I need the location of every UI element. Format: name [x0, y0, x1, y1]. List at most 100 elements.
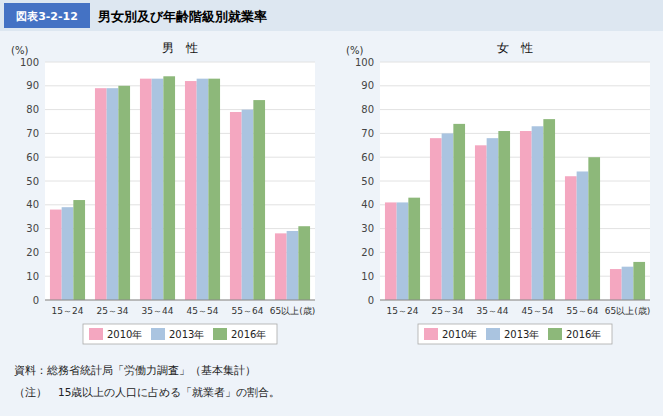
legend-frame — [83, 324, 277, 344]
grid-line — [380, 276, 650, 277]
bar — [298, 226, 310, 300]
bar — [163, 76, 175, 300]
legend: 2010年 2013年 2016年 — [418, 324, 612, 344]
legend-swatch — [548, 328, 562, 340]
bar — [385, 202, 397, 300]
y-tick-label: 30 — [361, 223, 374, 234]
y-tick-label: 20 — [26, 247, 39, 258]
bar — [408, 198, 420, 300]
legend-label: 2016年 — [231, 329, 266, 340]
y-tick-label: 70 — [26, 128, 39, 139]
grid-line — [45, 252, 315, 253]
x-axis-line — [45, 300, 315, 301]
x-tick-label: 25～34 — [97, 306, 129, 316]
grid-line — [380, 204, 650, 205]
bar — [95, 88, 107, 300]
legend-label: 2016年 — [566, 329, 601, 340]
grid-line — [45, 300, 315, 301]
y-axis-label: (%) — [346, 45, 363, 56]
grid-line — [45, 204, 315, 205]
grid-line — [45, 276, 315, 277]
grid-line — [380, 300, 650, 301]
background — [0, 0, 663, 416]
bar — [543, 119, 555, 300]
grid-line — [380, 85, 650, 86]
bar — [118, 86, 130, 300]
grid-line — [45, 133, 315, 134]
plot-area — [45, 62, 315, 300]
grid-line — [45, 181, 315, 182]
chart-title: 女 性 — [497, 41, 533, 55]
grid-line — [45, 85, 315, 86]
x-tick-label: 65以上(歳) — [605, 306, 650, 316]
figure-title: 男女別及び年齢階級別就業率 — [97, 9, 267, 24]
bar — [230, 112, 242, 300]
title-tag: 図表3-2-12 — [16, 10, 78, 23]
note: （注） 15歳以上の人口に占める「就業者」の割合。 — [14, 386, 280, 398]
x-tick-label: 35～44 — [477, 306, 509, 316]
y-tick-label: 50 — [361, 176, 374, 187]
legend-swatch — [213, 328, 227, 340]
legend-label: 2013年 — [504, 329, 539, 340]
bar — [397, 202, 409, 300]
bar — [565, 176, 577, 300]
y-tick-label: 90 — [26, 80, 39, 91]
chart: 010203040506070809010015～2425～3435～4445～… — [346, 41, 650, 344]
x-tick-label: 45～54 — [187, 306, 219, 316]
grid-line — [380, 133, 650, 134]
bar — [152, 79, 164, 300]
bar — [287, 231, 299, 300]
x-tick-label: 55～64 — [567, 306, 599, 316]
legend: 2010年2013年2016年 — [83, 324, 277, 344]
bar — [633, 262, 645, 300]
y-tick-label: 70 — [361, 128, 374, 139]
bar — [197, 79, 209, 300]
grid-line — [380, 181, 650, 182]
grid-line — [45, 62, 315, 63]
y-tick-label: 100 — [20, 57, 39, 68]
grid-line — [380, 228, 650, 229]
bar — [185, 81, 197, 300]
legend-frame — [418, 324, 612, 344]
bar — [208, 79, 220, 300]
y-tick-label: 50 — [26, 176, 39, 187]
bar — [430, 138, 442, 300]
grid-line — [45, 228, 315, 229]
y-axis-label: (%) — [11, 45, 28, 56]
chart: 010203040506070809010015～2425～3435～4445～… — [11, 41, 315, 344]
chart-title: 男 性 — [162, 41, 198, 55]
note: 資料：総務省統計局「労働力調査」（基本集計） — [14, 364, 256, 376]
y-tick-label: 0 — [368, 295, 374, 306]
y-tick-label: 80 — [26, 104, 39, 115]
x-tick-label: 15～24 — [387, 306, 419, 316]
bar — [107, 88, 119, 300]
bar — [520, 131, 532, 300]
x-tick-label: 25～34 — [432, 306, 464, 316]
y-tick-label: 90 — [361, 80, 374, 91]
grid-line — [380, 62, 650, 63]
title-bar — [0, 0, 663, 31]
grid-line — [45, 157, 315, 158]
y-tick-label: 60 — [26, 152, 39, 163]
y-tick-label: 30 — [26, 223, 39, 234]
legend-label: 2010年 — [442, 329, 477, 340]
bar — [610, 269, 622, 300]
bar — [532, 126, 544, 300]
bar — [73, 200, 85, 300]
x-tick-label: 35～44 — [142, 306, 174, 316]
x-tick-label: 65以上(歳) — [270, 306, 315, 316]
y-tick-label: 40 — [361, 199, 374, 210]
legend-swatch — [151, 328, 165, 340]
y-tick-label: 60 — [361, 152, 374, 163]
grid-line — [380, 252, 650, 253]
x-axis-line — [380, 300, 650, 301]
grid-line — [380, 157, 650, 158]
y-tick-label: 40 — [26, 199, 39, 210]
bar — [577, 171, 589, 300]
bar — [253, 100, 265, 300]
x-tick-label: 45～54 — [522, 306, 554, 316]
bar — [453, 124, 465, 300]
bar — [498, 131, 510, 300]
bars — [50, 76, 310, 300]
legend-swatch — [424, 328, 438, 340]
